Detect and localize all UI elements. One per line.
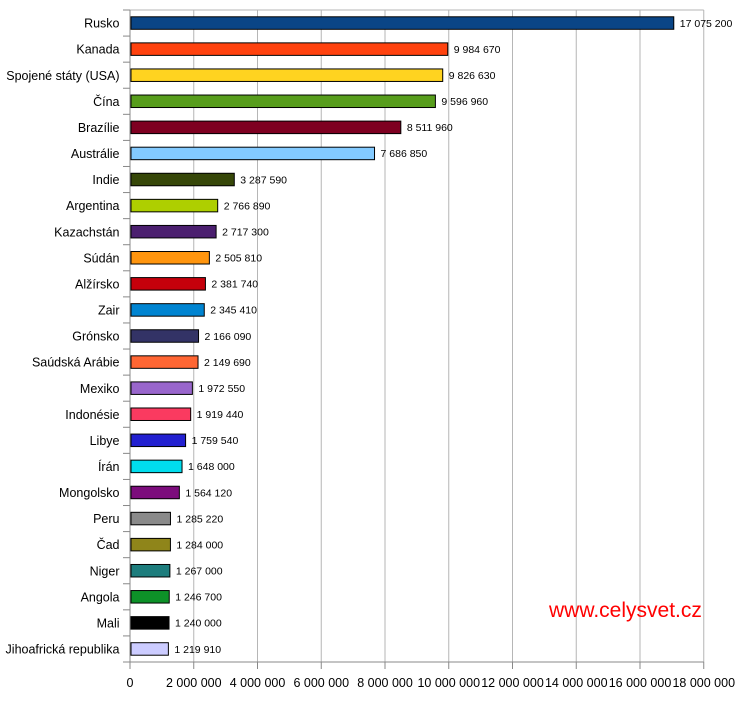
svg-text:17 075 200: 17 075 200 <box>680 18 733 30</box>
svg-text:Írán: Írán <box>98 459 120 474</box>
svg-text:14 000 000: 14 000 000 <box>545 676 608 690</box>
svg-text:Jihoafrická republika: Jihoafrická republika <box>6 643 120 657</box>
svg-text:Saúdská Arábie: Saúdská Arábie <box>32 356 120 370</box>
svg-text:Mongolsko: Mongolsko <box>59 486 119 500</box>
svg-text:1 240 000: 1 240 000 <box>175 618 222 630</box>
svg-text:1 285 220: 1 285 220 <box>176 513 223 525</box>
svg-text:Súdán: Súdán <box>83 251 119 265</box>
svg-text:Argentina: Argentina <box>66 199 120 213</box>
svg-text:1 267 000: 1 267 000 <box>176 566 223 578</box>
svg-text:0: 0 <box>127 676 134 690</box>
svg-text:6 000 000: 6 000 000 <box>293 676 349 690</box>
svg-text:Mexiko: Mexiko <box>80 382 120 396</box>
svg-text:2 345 410: 2 345 410 <box>210 305 257 317</box>
svg-text:2 505 810: 2 505 810 <box>215 253 262 265</box>
svg-text:7 686 850: 7 686 850 <box>381 148 428 160</box>
svg-text:2 766 890: 2 766 890 <box>224 200 271 212</box>
svg-text:Peru: Peru <box>93 512 119 526</box>
svg-text:2 381 740: 2 381 740 <box>211 279 258 291</box>
svg-text:Indonésie: Indonésie <box>65 408 119 422</box>
svg-text:1 284 000: 1 284 000 <box>176 539 223 551</box>
svg-text:Libye: Libye <box>90 434 120 448</box>
svg-text:18 000 000: 18 000 000 <box>672 676 735 690</box>
svg-text:8 000 000: 8 000 000 <box>357 676 413 690</box>
svg-text:12 000 000: 12 000 000 <box>481 676 544 690</box>
svg-text:Grónsko: Grónsko <box>72 330 119 344</box>
svg-text:1 564 120: 1 564 120 <box>185 487 232 499</box>
svg-text:Austrálie: Austrálie <box>71 147 120 161</box>
svg-text:Čad: Čad <box>97 537 120 552</box>
svg-text:Zair: Zair <box>98 304 120 318</box>
svg-text:3 287 590: 3 287 590 <box>240 174 287 186</box>
svg-text:4 000 000: 4 000 000 <box>230 676 286 690</box>
svg-text:2 149 690: 2 149 690 <box>204 357 251 369</box>
svg-text:Angola: Angola <box>81 590 120 604</box>
svg-text:2 000 000: 2 000 000 <box>166 676 222 690</box>
svg-text:9 984 670: 9 984 670 <box>454 44 501 56</box>
svg-text:8 511 960: 8 511 960 <box>407 122 453 134</box>
svg-text:Alžírsko: Alžírsko <box>75 277 120 291</box>
svg-text:10 000 000: 10 000 000 <box>417 676 480 690</box>
svg-text:1 919 440: 1 919 440 <box>197 409 244 421</box>
svg-text:Čína: Čína <box>93 94 119 109</box>
svg-text:Rusko: Rusko <box>84 17 119 31</box>
svg-text:Mali: Mali <box>97 616 120 630</box>
svg-text:1 219 910: 1 219 910 <box>174 644 221 656</box>
svg-text:1 648 000: 1 648 000 <box>188 461 235 473</box>
svg-text:16 000 000: 16 000 000 <box>609 676 672 690</box>
svg-text:1 972 550: 1 972 550 <box>198 383 245 395</box>
svg-text:1 759 540: 1 759 540 <box>192 435 239 447</box>
svg-text:2 717 300: 2 717 300 <box>222 226 269 238</box>
svg-text:www.celysvet.cz: www.celysvet.cz <box>548 599 702 622</box>
svg-text:Niger: Niger <box>90 564 120 578</box>
svg-text:2 166 090: 2 166 090 <box>205 331 252 343</box>
svg-text:Indie: Indie <box>92 173 119 187</box>
svg-text:1 246 700: 1 246 700 <box>175 592 222 604</box>
svg-text:Brazílie: Brazílie <box>78 121 120 135</box>
svg-text:9 596 960: 9 596 960 <box>441 96 488 108</box>
svg-text:9 826 630: 9 826 630 <box>449 70 496 82</box>
svg-text:Kazachstán: Kazachstán <box>54 225 119 239</box>
svg-text:Kanada: Kanada <box>76 43 119 57</box>
svg-text:Spojené státy (USA): Spojené státy (USA) <box>6 69 119 83</box>
